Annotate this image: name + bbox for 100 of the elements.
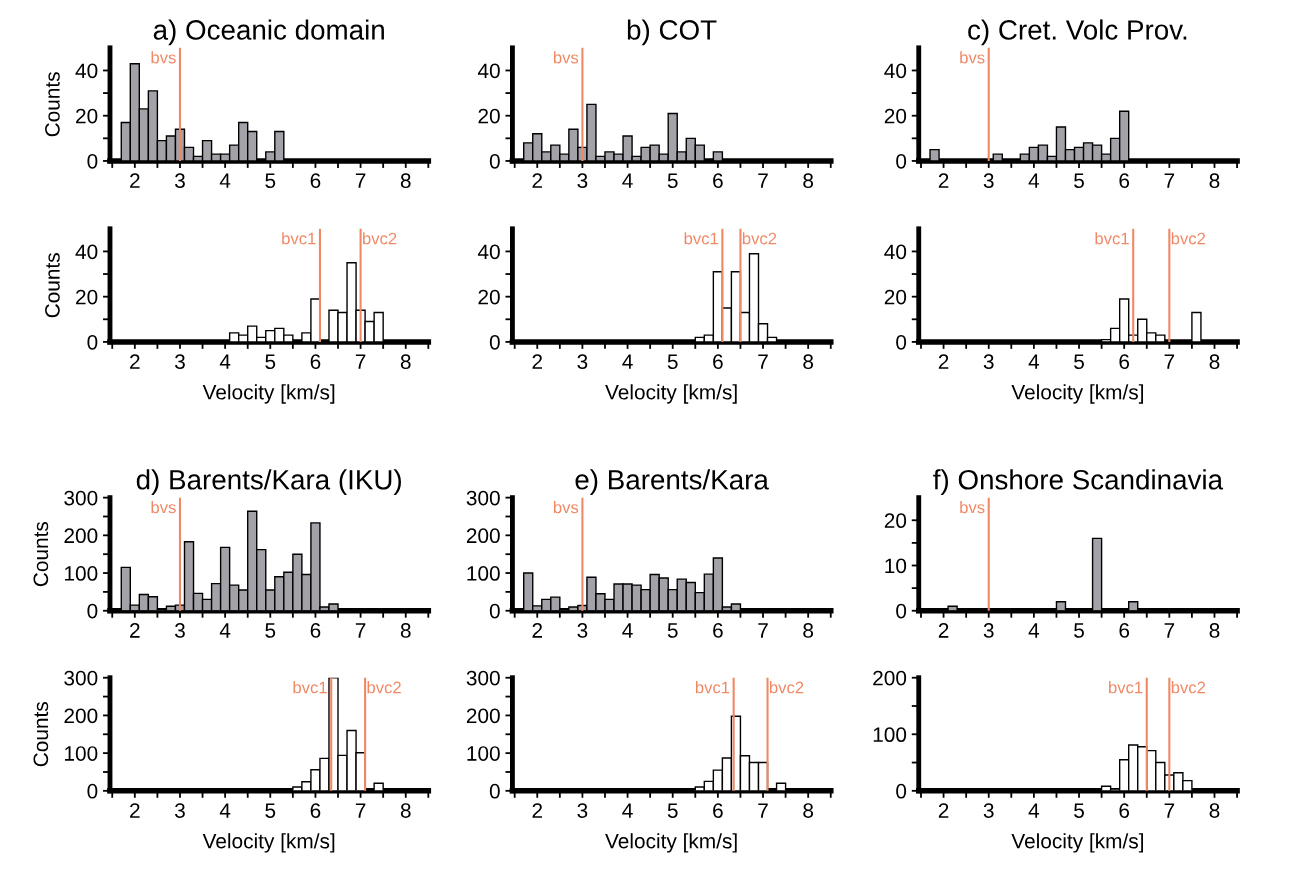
ref-line-label: bvc2 xyxy=(1171,681,1206,694)
x-tick-label: 8 xyxy=(400,354,411,370)
y-axis-title: Counts xyxy=(45,72,60,137)
y-tick-label: 20 xyxy=(76,108,98,124)
x-tick-label: 2 xyxy=(532,623,543,638)
x-tick-label: 6 xyxy=(310,623,321,638)
ref-line-label: bvs xyxy=(553,51,579,64)
y-tick-label: 0 xyxy=(87,153,98,169)
y-tick-label: 200 xyxy=(873,670,907,686)
x-tick-label: 6 xyxy=(310,173,321,189)
x-tick-label: 5 xyxy=(667,623,678,638)
ref-line-label: bvc2 xyxy=(1171,232,1206,245)
x-tick-label: 5 xyxy=(265,803,276,818)
x-tick-label: 8 xyxy=(1209,803,1220,818)
x-axis-title: Velocity [km/s] xyxy=(605,833,737,853)
x-tick-label: 6 xyxy=(713,803,723,818)
y-tick-label: 100 xyxy=(873,727,907,743)
y-tick-label: 0 xyxy=(489,603,500,619)
x-tick-label: 4 xyxy=(219,354,231,369)
x-tick-label: 6 xyxy=(1119,623,1130,638)
x-tick-label: 8 xyxy=(1209,354,1220,370)
y-tick-label: 0 xyxy=(87,783,98,799)
x-tick-label: 5 xyxy=(1074,623,1084,638)
x-tick-label: 6 xyxy=(713,173,723,189)
x-tick-label: 5 xyxy=(667,173,678,189)
x-tick-label: 4 xyxy=(622,623,633,638)
y-tick-label: 20 xyxy=(884,513,907,529)
y-tick-label: 10 xyxy=(885,558,907,574)
x-tick-label: 7 xyxy=(355,803,366,818)
x-tick-label: 2 xyxy=(938,803,949,818)
x-tick-label: 7 xyxy=(1164,354,1175,369)
x-tick-label: 8 xyxy=(1209,623,1220,638)
chart-title: d) Barents/Kara (IKU) xyxy=(136,469,401,496)
y-tick-label: 40 xyxy=(884,244,907,260)
x-tick-label: 7 xyxy=(1164,173,1175,188)
y-tick-label: 0 xyxy=(489,153,500,169)
y-tick-label: 0 xyxy=(87,603,98,619)
x-tick-label: 3 xyxy=(174,623,185,638)
ref-line-label: bvc1 xyxy=(695,681,730,694)
x-tick-label: 5 xyxy=(1074,173,1084,189)
x-tick-label: 5 xyxy=(1074,354,1084,370)
y-tick-label: 300 xyxy=(64,670,98,686)
x-tick-label: 8 xyxy=(400,173,411,189)
ref-line-label: bvc1 xyxy=(282,232,316,245)
y-tick-label: 200 xyxy=(64,528,98,544)
chart-title: a) Oceanic domain xyxy=(153,19,384,46)
x-tick-label: 5 xyxy=(265,173,276,189)
y-tick-label: 0 xyxy=(896,603,907,619)
x-tick-label: 7 xyxy=(758,623,768,638)
x-tick-label: 3 xyxy=(577,173,588,189)
ref-line-label: bvc2 xyxy=(742,232,777,245)
x-tick-label: 2 xyxy=(532,354,543,369)
y-tick-label: 100 xyxy=(65,566,98,581)
x-tick-label: 2 xyxy=(130,623,140,638)
x-axis-title: Velocity [km/s] xyxy=(605,384,737,404)
y-tick-label: 100 xyxy=(467,566,500,581)
x-tick-label: 3 xyxy=(577,803,588,818)
x-tick-label: 4 xyxy=(1028,803,1040,818)
x-tick-label: 4 xyxy=(622,803,633,818)
y-axis-title: Counts xyxy=(45,253,60,318)
y-tick-label: 300 xyxy=(466,670,500,686)
x-tick-label: 5 xyxy=(667,803,678,818)
y-tick-label: 20 xyxy=(76,289,98,305)
chart-title: e) Barents/Kara xyxy=(575,469,769,496)
y-tick-label: 20 xyxy=(478,289,500,305)
x-tick-label: 7 xyxy=(758,354,768,369)
x-tick-label: 8 xyxy=(803,354,814,370)
x-tick-label: 6 xyxy=(713,623,723,638)
x-tick-label: 5 xyxy=(667,354,678,370)
y-tick-label: 200 xyxy=(64,708,98,724)
x-tick-label: 7 xyxy=(355,354,366,369)
chart-title: c) Cret. Volc Prov. xyxy=(968,19,1187,46)
ref-line-label: bvc2 xyxy=(769,681,804,694)
x-tick-label: 3 xyxy=(577,623,588,638)
y-tick-label: 40 xyxy=(477,63,500,79)
x-tick-label: 2 xyxy=(938,354,949,369)
x-tick-label: 3 xyxy=(174,354,185,370)
x-axis-title: Velocity [km/s] xyxy=(202,833,335,853)
ref-line-label: bvs xyxy=(960,51,985,64)
x-tick-label: 7 xyxy=(1164,803,1175,818)
x-tick-label: 6 xyxy=(1119,173,1130,189)
y-tick-label: 200 xyxy=(466,528,500,544)
y-tick-label: 200 xyxy=(466,708,500,724)
x-tick-label: 4 xyxy=(219,623,231,638)
x-tick-label: 4 xyxy=(622,173,633,188)
y-tick-label: 40 xyxy=(477,244,500,260)
x-tick-label: 8 xyxy=(803,623,814,638)
x-tick-label: 7 xyxy=(758,173,768,188)
y-tick-label: 40 xyxy=(75,244,98,260)
x-tick-label: 3 xyxy=(983,173,994,189)
x-tick-label: 4 xyxy=(219,803,231,818)
x-tick-label: 5 xyxy=(265,354,276,370)
y-tick-label: 0 xyxy=(896,783,907,799)
y-tick-label: 40 xyxy=(75,63,98,79)
y-tick-label: 20 xyxy=(884,289,907,305)
y-tick-label: 300 xyxy=(466,490,500,506)
x-axis-title: Velocity [km/s] xyxy=(1011,833,1143,853)
y-tick-label: 0 xyxy=(896,153,907,169)
x-tick-label: 2 xyxy=(532,803,543,818)
ref-line-label: bvs xyxy=(151,501,176,514)
